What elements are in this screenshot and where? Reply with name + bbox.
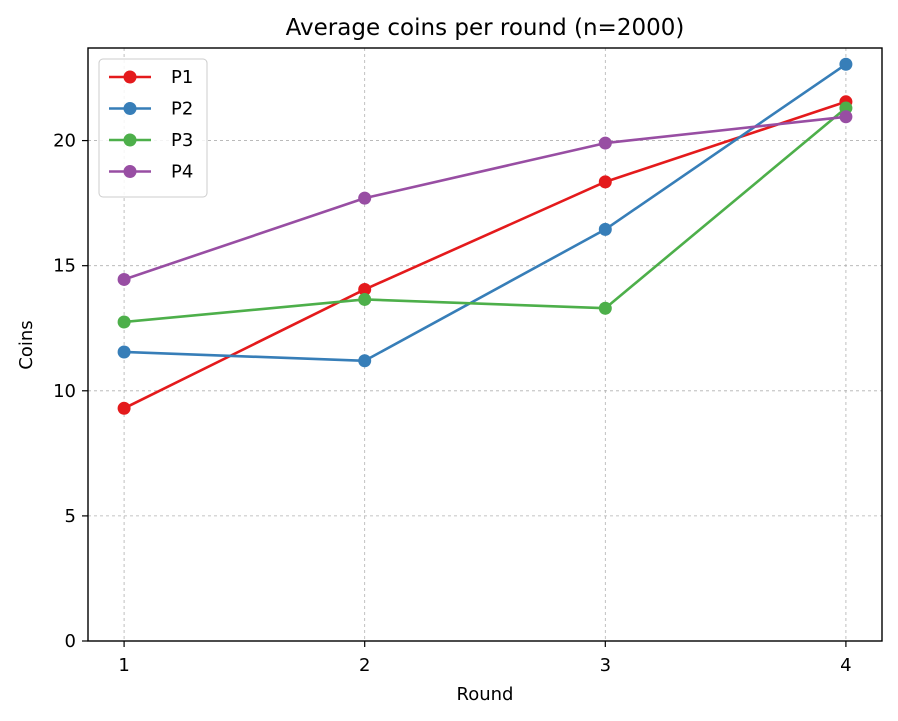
series-line-p3 [123, 107, 847, 324]
data-point-p4 [598, 136, 612, 150]
data-point-p3 [598, 301, 612, 315]
legend-entry-p2: P2 [109, 99, 193, 120]
x-tick-label: 2 [359, 655, 370, 676]
x-tick-label: 4 [840, 655, 851, 676]
legend-swatch-marker [123, 70, 137, 84]
legend-label: P2 [171, 99, 193, 120]
y-tick-label: 20 [53, 131, 76, 152]
series-line-p2 [124, 63, 847, 363]
chart-title: Average coins per round (n=2000) [286, 15, 685, 41]
legend-label: P4 [171, 162, 193, 183]
data-point-p2 [117, 345, 131, 359]
x-axis-label: Round [457, 684, 514, 705]
x-tick-label: 3 [600, 655, 611, 676]
y-tick-label: 5 [65, 506, 76, 527]
legend-swatch-marker [123, 165, 137, 178]
data-point-p4 [839, 110, 853, 124]
legend-label: P3 [171, 130, 193, 151]
y-axis-label: Coins [16, 320, 37, 369]
data-point-p2 [598, 222, 612, 236]
data-point-p4 [358, 191, 372, 205]
data-point-p1 [358, 282, 372, 296]
legend-label: P1 [171, 67, 193, 88]
series-p2 [117, 57, 853, 368]
legend-entry-p1: P1 [109, 67, 193, 88]
data-point-p1 [117, 401, 131, 415]
legend-swatch-marker [123, 133, 137, 147]
series-layer [117, 57, 853, 415]
axis-ticks: 1 2 3 4 0 5 10 15 20 [53, 131, 852, 676]
series-p4 [117, 110, 853, 286]
y-tick-label: 0 [65, 631, 76, 652]
y-tick-label: 10 [53, 381, 76, 402]
data-point-p3 [358, 292, 372, 306]
legend-frame [98, 58, 208, 198]
series-line-p1 [123, 100, 847, 410]
data-point-p3 [117, 315, 131, 329]
legend-entry-p3: P3 [109, 130, 193, 151]
plot-frame [87, 47, 883, 642]
x-tick-label: 1 [118, 655, 129, 676]
legend-swatch-marker [123, 102, 137, 115]
series-line-p4 [123, 115, 847, 281]
data-point-p1 [598, 175, 612, 189]
data-point-p4 [117, 272, 131, 286]
legend-entry-p4: P4 [109, 162, 193, 183]
y-tick-label: 15 [53, 256, 76, 277]
series-p1 [117, 95, 853, 415]
data-point-p2 [358, 354, 372, 368]
legend: P1 P2 P3 P4 [98, 58, 208, 198]
data-point-p2 [839, 57, 853, 71]
